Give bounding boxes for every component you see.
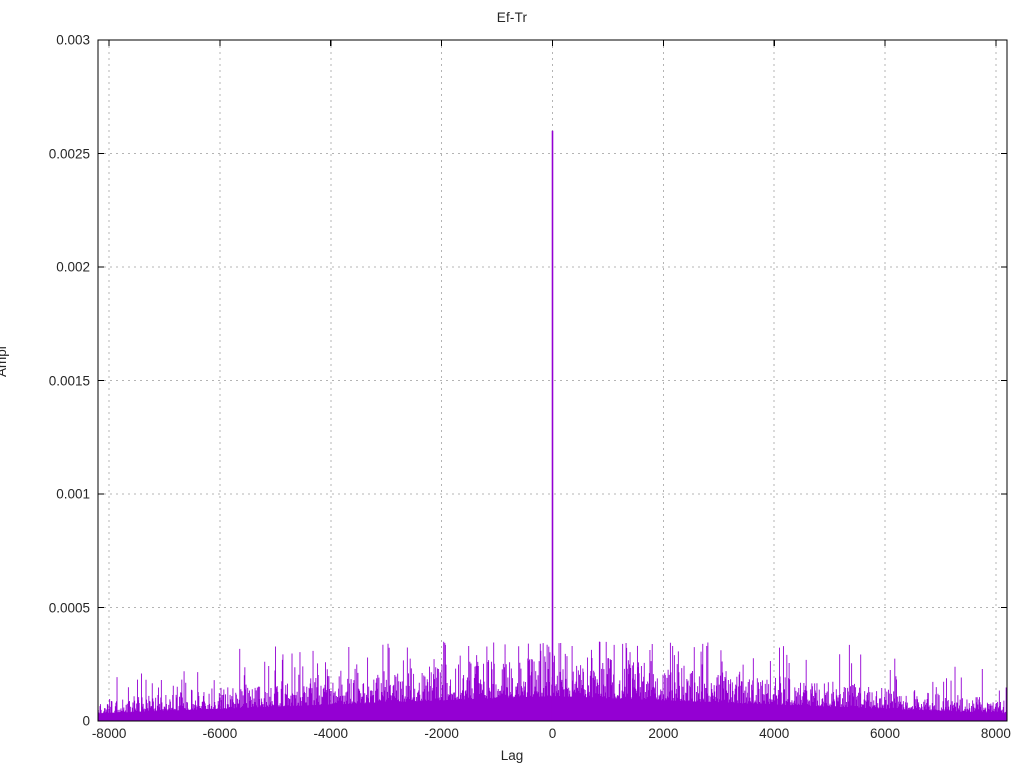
plot-border bbox=[97, 39, 1008, 722]
x-tick-label: 2000 bbox=[648, 726, 679, 741]
x-tick-label: -4000 bbox=[313, 726, 349, 741]
y-tick-label: 0.002 bbox=[56, 259, 90, 275]
x-tick-label: 0 bbox=[548, 726, 557, 741]
y-tick-label: 0.001 bbox=[56, 486, 90, 502]
y-tick-label: 0 bbox=[82, 713, 90, 729]
x-axis-label: Lag bbox=[500, 748, 524, 763]
y-tick-label: 0.0025 bbox=[48, 146, 90, 161]
y-tick-label: 0.0005 bbox=[48, 600, 90, 615]
y-tick-label: 0.003 bbox=[56, 32, 90, 48]
page-title: Ef-Tr bbox=[496, 10, 528, 25]
x-tick-label: -8000 bbox=[91, 726, 127, 741]
y-tick-label: 0.0015 bbox=[48, 373, 90, 388]
x-tick-label: 8000 bbox=[980, 726, 1011, 741]
x-tick-label: -2000 bbox=[424, 726, 459, 741]
data-series-impulses bbox=[97, 130, 1008, 721]
x-tick-label: 6000 bbox=[870, 726, 901, 741]
x-tick-label: -6000 bbox=[202, 726, 238, 741]
x-tick-label: 4000 bbox=[759, 726, 790, 741]
